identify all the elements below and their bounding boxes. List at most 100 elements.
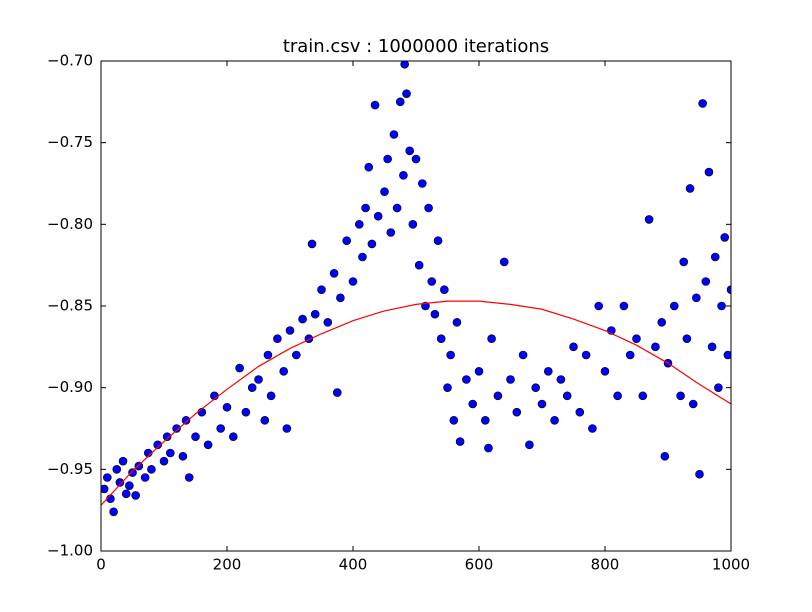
scatter-point	[332, 388, 342, 397]
scatter-point	[588, 424, 597, 433]
scatter-point	[235, 363, 244, 373]
scatter-point	[625, 350, 635, 360]
scatter-point	[518, 350, 528, 360]
scatter-point	[695, 469, 704, 479]
scatter-point	[455, 437, 465, 446]
scatter-point	[452, 318, 462, 327]
scatter-point	[323, 318, 333, 327]
scatter-point	[307, 239, 317, 249]
scatter-point	[273, 334, 282, 343]
fit-line	[101, 300, 731, 506]
scatter-point	[651, 342, 660, 352]
scatter-point	[619, 301, 629, 311]
scatter-point	[103, 473, 112, 482]
scatter-point	[118, 456, 128, 466]
scatter-point	[222, 402, 232, 412]
scatter-point	[427, 277, 437, 286]
scatter-point	[433, 236, 443, 245]
scatter-point	[109, 507, 118, 517]
scatter-point	[462, 375, 471, 384]
scatter-point	[229, 432, 238, 441]
scatter-point	[600, 367, 610, 376]
scatter-point	[512, 407, 522, 417]
scatter-point	[550, 416, 559, 425]
scatter-point	[430, 309, 440, 319]
scatter-point	[569, 342, 578, 352]
scatter-point	[178, 451, 188, 461]
scatter-point	[440, 285, 449, 294]
x-tick-label: 600	[465, 556, 494, 574]
scatter-point	[247, 383, 257, 392]
x-tick-label: 0	[96, 556, 106, 574]
scatter-point	[710, 252, 720, 262]
scatter-point	[685, 184, 695, 193]
scatter-point	[408, 220, 418, 229]
scatter-point	[153, 440, 162, 450]
x-tick-label: 400	[339, 556, 368, 574]
scatter-point	[386, 228, 396, 237]
x-tick-label: 200	[213, 556, 242, 574]
scatter-point	[669, 301, 679, 311]
scatter-point	[134, 461, 144, 471]
scatter-point	[499, 257, 509, 267]
scatter-point	[537, 399, 547, 409]
y-tick-label: −0.95	[47, 460, 93, 478]
scatter-point	[424, 203, 433, 213]
scatter-point	[336, 293, 345, 303]
scatter-point	[241, 407, 251, 417]
scatter-point	[487, 334, 496, 343]
scatter-point	[260, 416, 270, 425]
scatter-point	[125, 481, 134, 490]
scatter-point	[131, 491, 140, 500]
scatter-point	[704, 167, 714, 177]
scatter-point	[679, 257, 689, 267]
y-tick-label: −1.00	[47, 542, 93, 560]
scatter-point	[358, 252, 367, 262]
x-tick-label: 1000	[712, 556, 750, 574]
scatter-point	[181, 416, 191, 425]
y-tick-label: −0.75	[47, 133, 93, 151]
scatter-point	[166, 448, 175, 458]
scatter-point	[443, 383, 452, 392]
scatter-point	[581, 350, 591, 360]
scatter-point	[688, 399, 698, 409]
scatter-point	[723, 350, 731, 360]
scatter-point	[484, 443, 493, 453]
scatter-point	[367, 239, 377, 249]
scatter-point	[329, 269, 339, 278]
scatter-point	[342, 236, 352, 245]
scatter-point	[543, 367, 553, 376]
scatter-point	[468, 399, 478, 409]
scatter-point	[411, 154, 421, 164]
scatter-point	[291, 350, 301, 360]
scatter-point	[348, 277, 358, 286]
chart-title: train.csv : 1000000 iterations	[283, 36, 549, 57]
scatter-point	[400, 61, 409, 69]
scatter-point	[720, 233, 730, 242]
scatter-point	[121, 489, 131, 499]
scatter-point	[317, 285, 326, 294]
scatter-point	[480, 416, 490, 425]
y-tick-label: −0.90	[47, 378, 93, 396]
scatter-point	[474, 367, 484, 376]
y-tick-label: −0.85	[47, 297, 93, 315]
y-tick-label: −0.70	[47, 52, 93, 70]
scatter-point	[282, 424, 292, 433]
scatter-point	[285, 326, 295, 335]
scatter-point	[172, 424, 181, 433]
scatter-point	[191, 432, 200, 441]
scatter-point	[373, 211, 383, 221]
scatter-point	[364, 162, 374, 172]
scatter-point	[632, 334, 641, 343]
scatter-point	[493, 391, 503, 401]
scatter-point	[298, 314, 307, 324]
scatter-point	[354, 220, 364, 229]
scatter-point	[140, 473, 150, 482]
x-tick-label: 800	[591, 556, 620, 574]
scatter-point	[692, 293, 701, 303]
scatter-point	[310, 309, 320, 319]
plot-area	[101, 61, 731, 517]
scatter-point	[682, 334, 692, 343]
scatter-point	[449, 416, 459, 425]
